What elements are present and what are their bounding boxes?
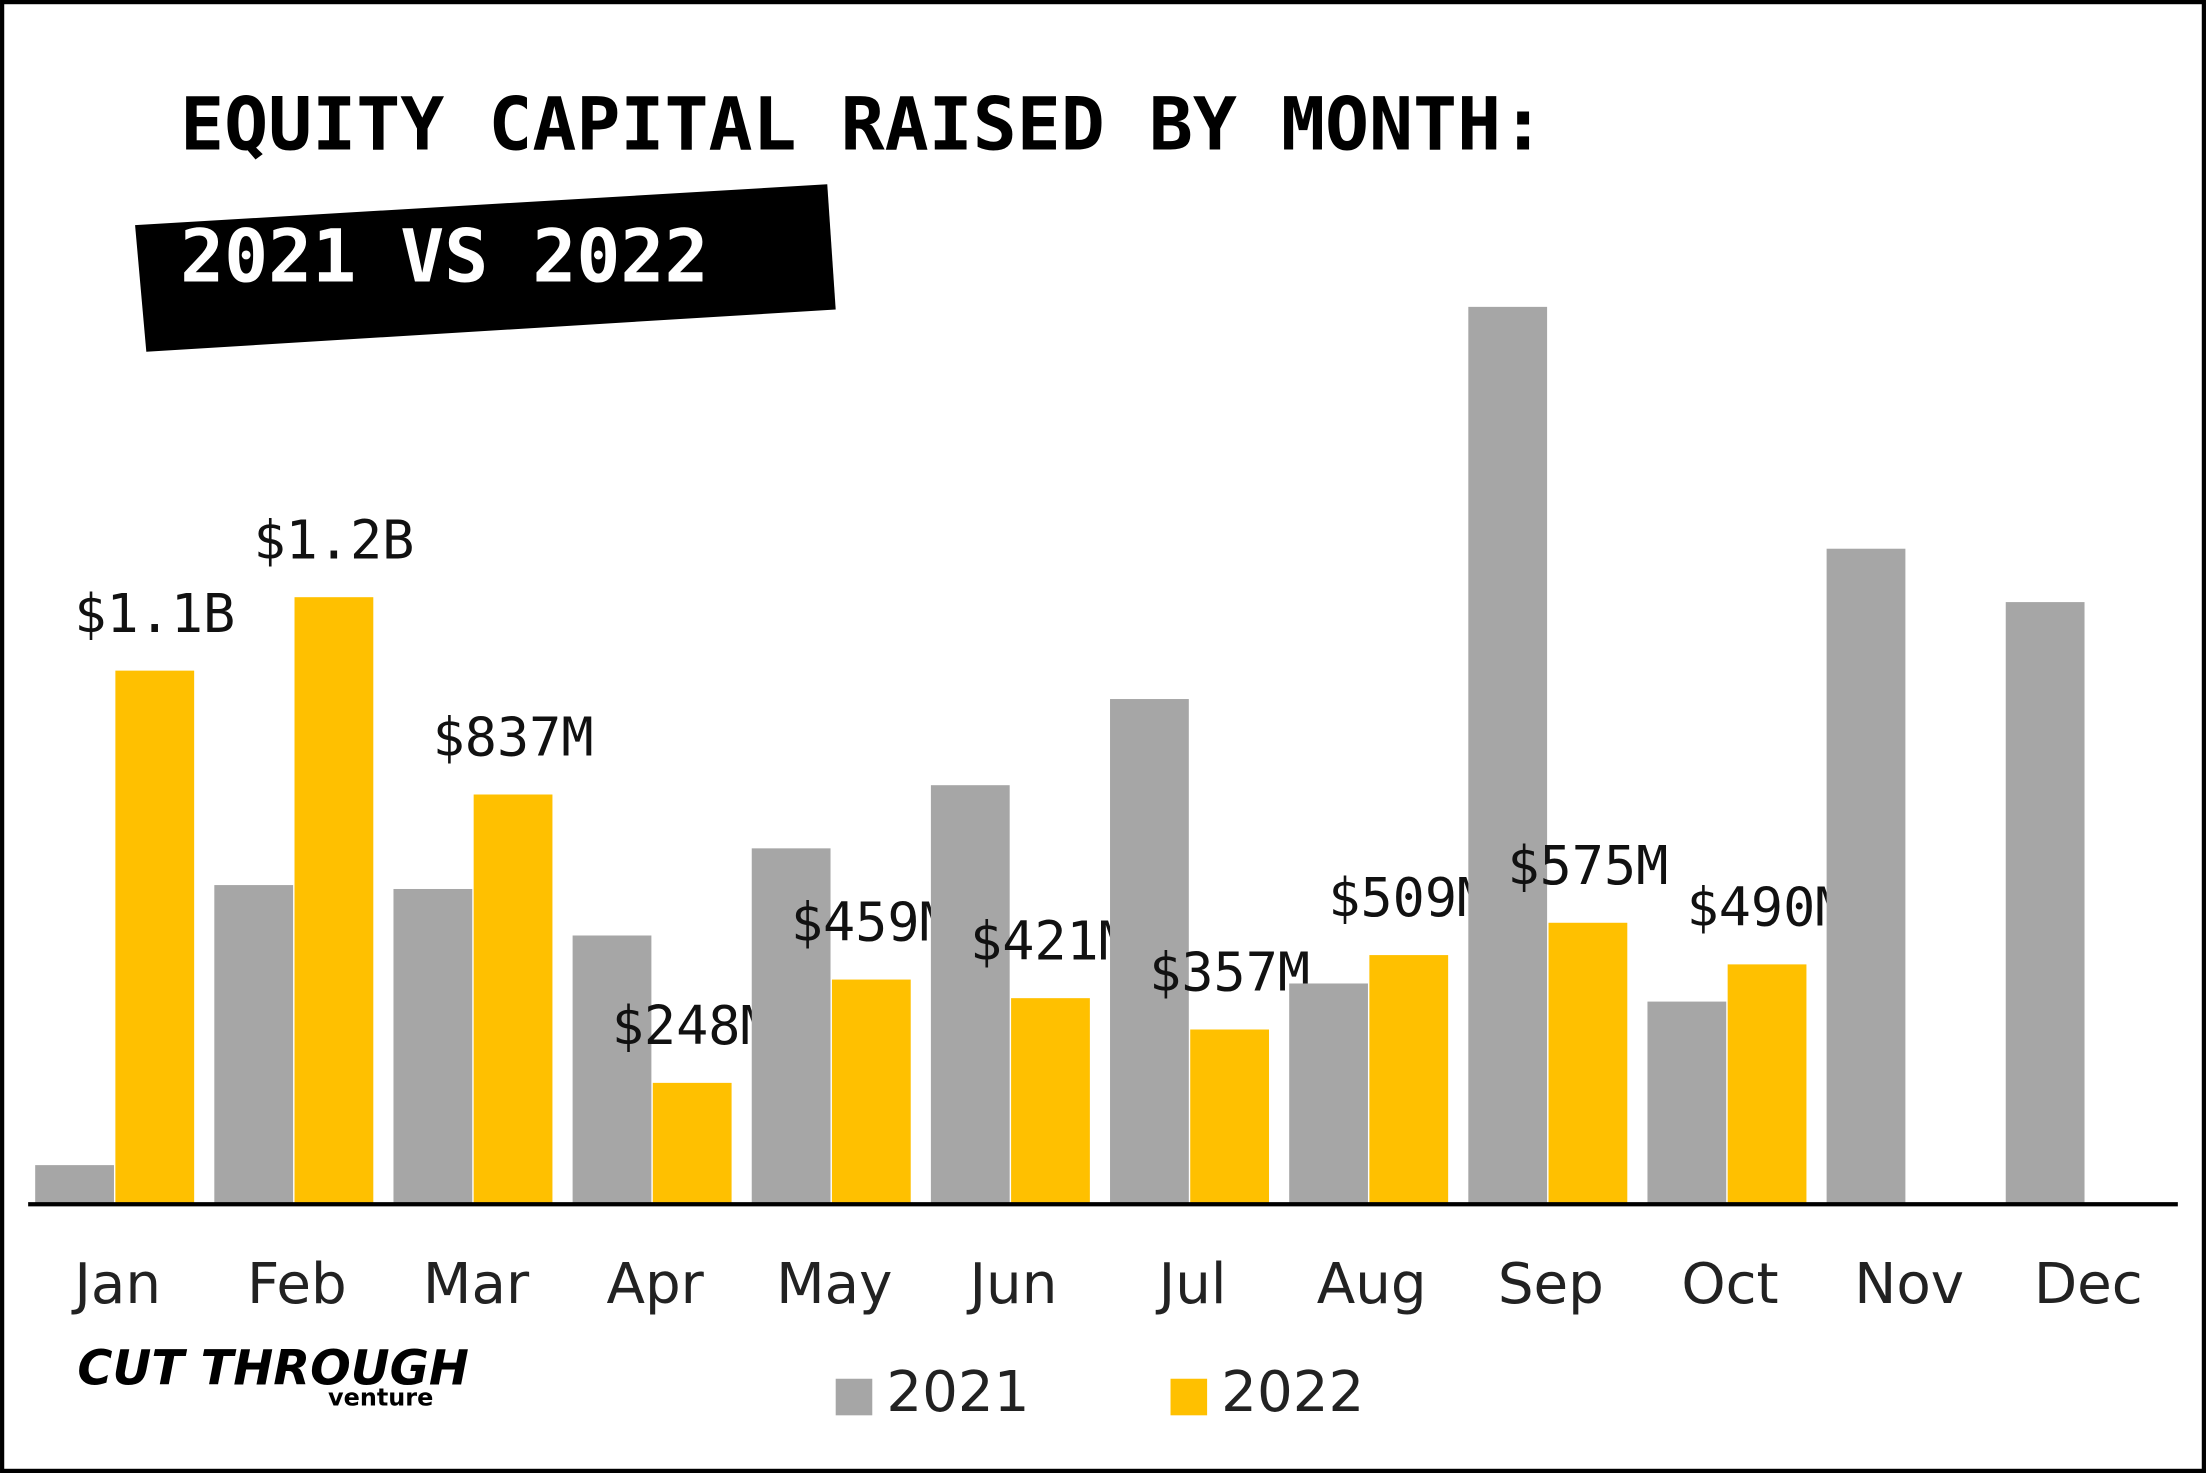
- subtitle-box: [135, 184, 836, 352]
- bar: [572, 935, 652, 1205]
- chart-title: EQUITY CAPITAL RAISED BY MONTH:: [180, 82, 1545, 167]
- bar: [1190, 1029, 1270, 1205]
- data-label: $1.1B: [74, 582, 235, 645]
- bar: [751, 848, 831, 1205]
- legend-label: 2021: [886, 1360, 1029, 1425]
- x-tick-label: Feb: [247, 1252, 347, 1317]
- data-label: $509M: [1328, 866, 1489, 929]
- data-label: $837M: [433, 706, 594, 769]
- x-tick-label: May: [776, 1252, 892, 1317]
- bar: [1011, 998, 1090, 1205]
- bar: [294, 597, 374, 1205]
- data-label: $421M: [970, 909, 1131, 972]
- x-tick-label: Apr: [606, 1252, 704, 1317]
- legend-swatch: [835, 1378, 873, 1416]
- logo-tag: venture: [328, 1383, 433, 1411]
- chart-subtitle: 2021 VS 2022: [180, 215, 708, 300]
- bar: [214, 885, 294, 1205]
- bar: [2005, 602, 2085, 1205]
- legend-label: 2022: [1221, 1360, 1364, 1425]
- bar: [831, 979, 911, 1205]
- x-tick-label: Sep: [1498, 1252, 1604, 1317]
- bar: [115, 670, 195, 1205]
- bar: [1369, 955, 1449, 1205]
- logo-name: CUT THROUGH: [77, 1342, 468, 1397]
- x-tick-label: Nov: [1854, 1252, 1964, 1317]
- data-label: $490M: [1687, 876, 1848, 939]
- x-tick-label: Aug: [1317, 1252, 1427, 1317]
- data-label: $357M: [1149, 941, 1310, 1004]
- data-label: $459M: [791, 891, 952, 954]
- bar: [1647, 1001, 1727, 1205]
- legend-swatch: [1170, 1378, 1208, 1416]
- bar: [930, 785, 1010, 1205]
- x-tick-label: Dec: [2034, 1252, 2143, 1317]
- x-tick-label: Jul: [1156, 1252, 1227, 1317]
- bar: [1826, 548, 1906, 1205]
- bar: [1548, 922, 1628, 1205]
- x-tick-label: Jan: [71, 1252, 161, 1317]
- bar: [1468, 306, 1548, 1205]
- data-label: $248M: [612, 994, 773, 1057]
- bar: [1289, 983, 1368, 1205]
- bar: [473, 794, 553, 1205]
- data-label: $1.2B: [253, 508, 414, 571]
- bar: [652, 1082, 732, 1205]
- bar: [35, 1165, 114, 1205]
- x-tick-label: Jun: [966, 1252, 1057, 1317]
- bar: [1727, 964, 1807, 1205]
- data-label: $575M: [1507, 834, 1668, 897]
- bar: [1110, 699, 1189, 1205]
- x-tick-label: Oct: [1681, 1252, 1778, 1317]
- bar: [393, 888, 473, 1205]
- x-tick-label: Mar: [423, 1252, 530, 1317]
